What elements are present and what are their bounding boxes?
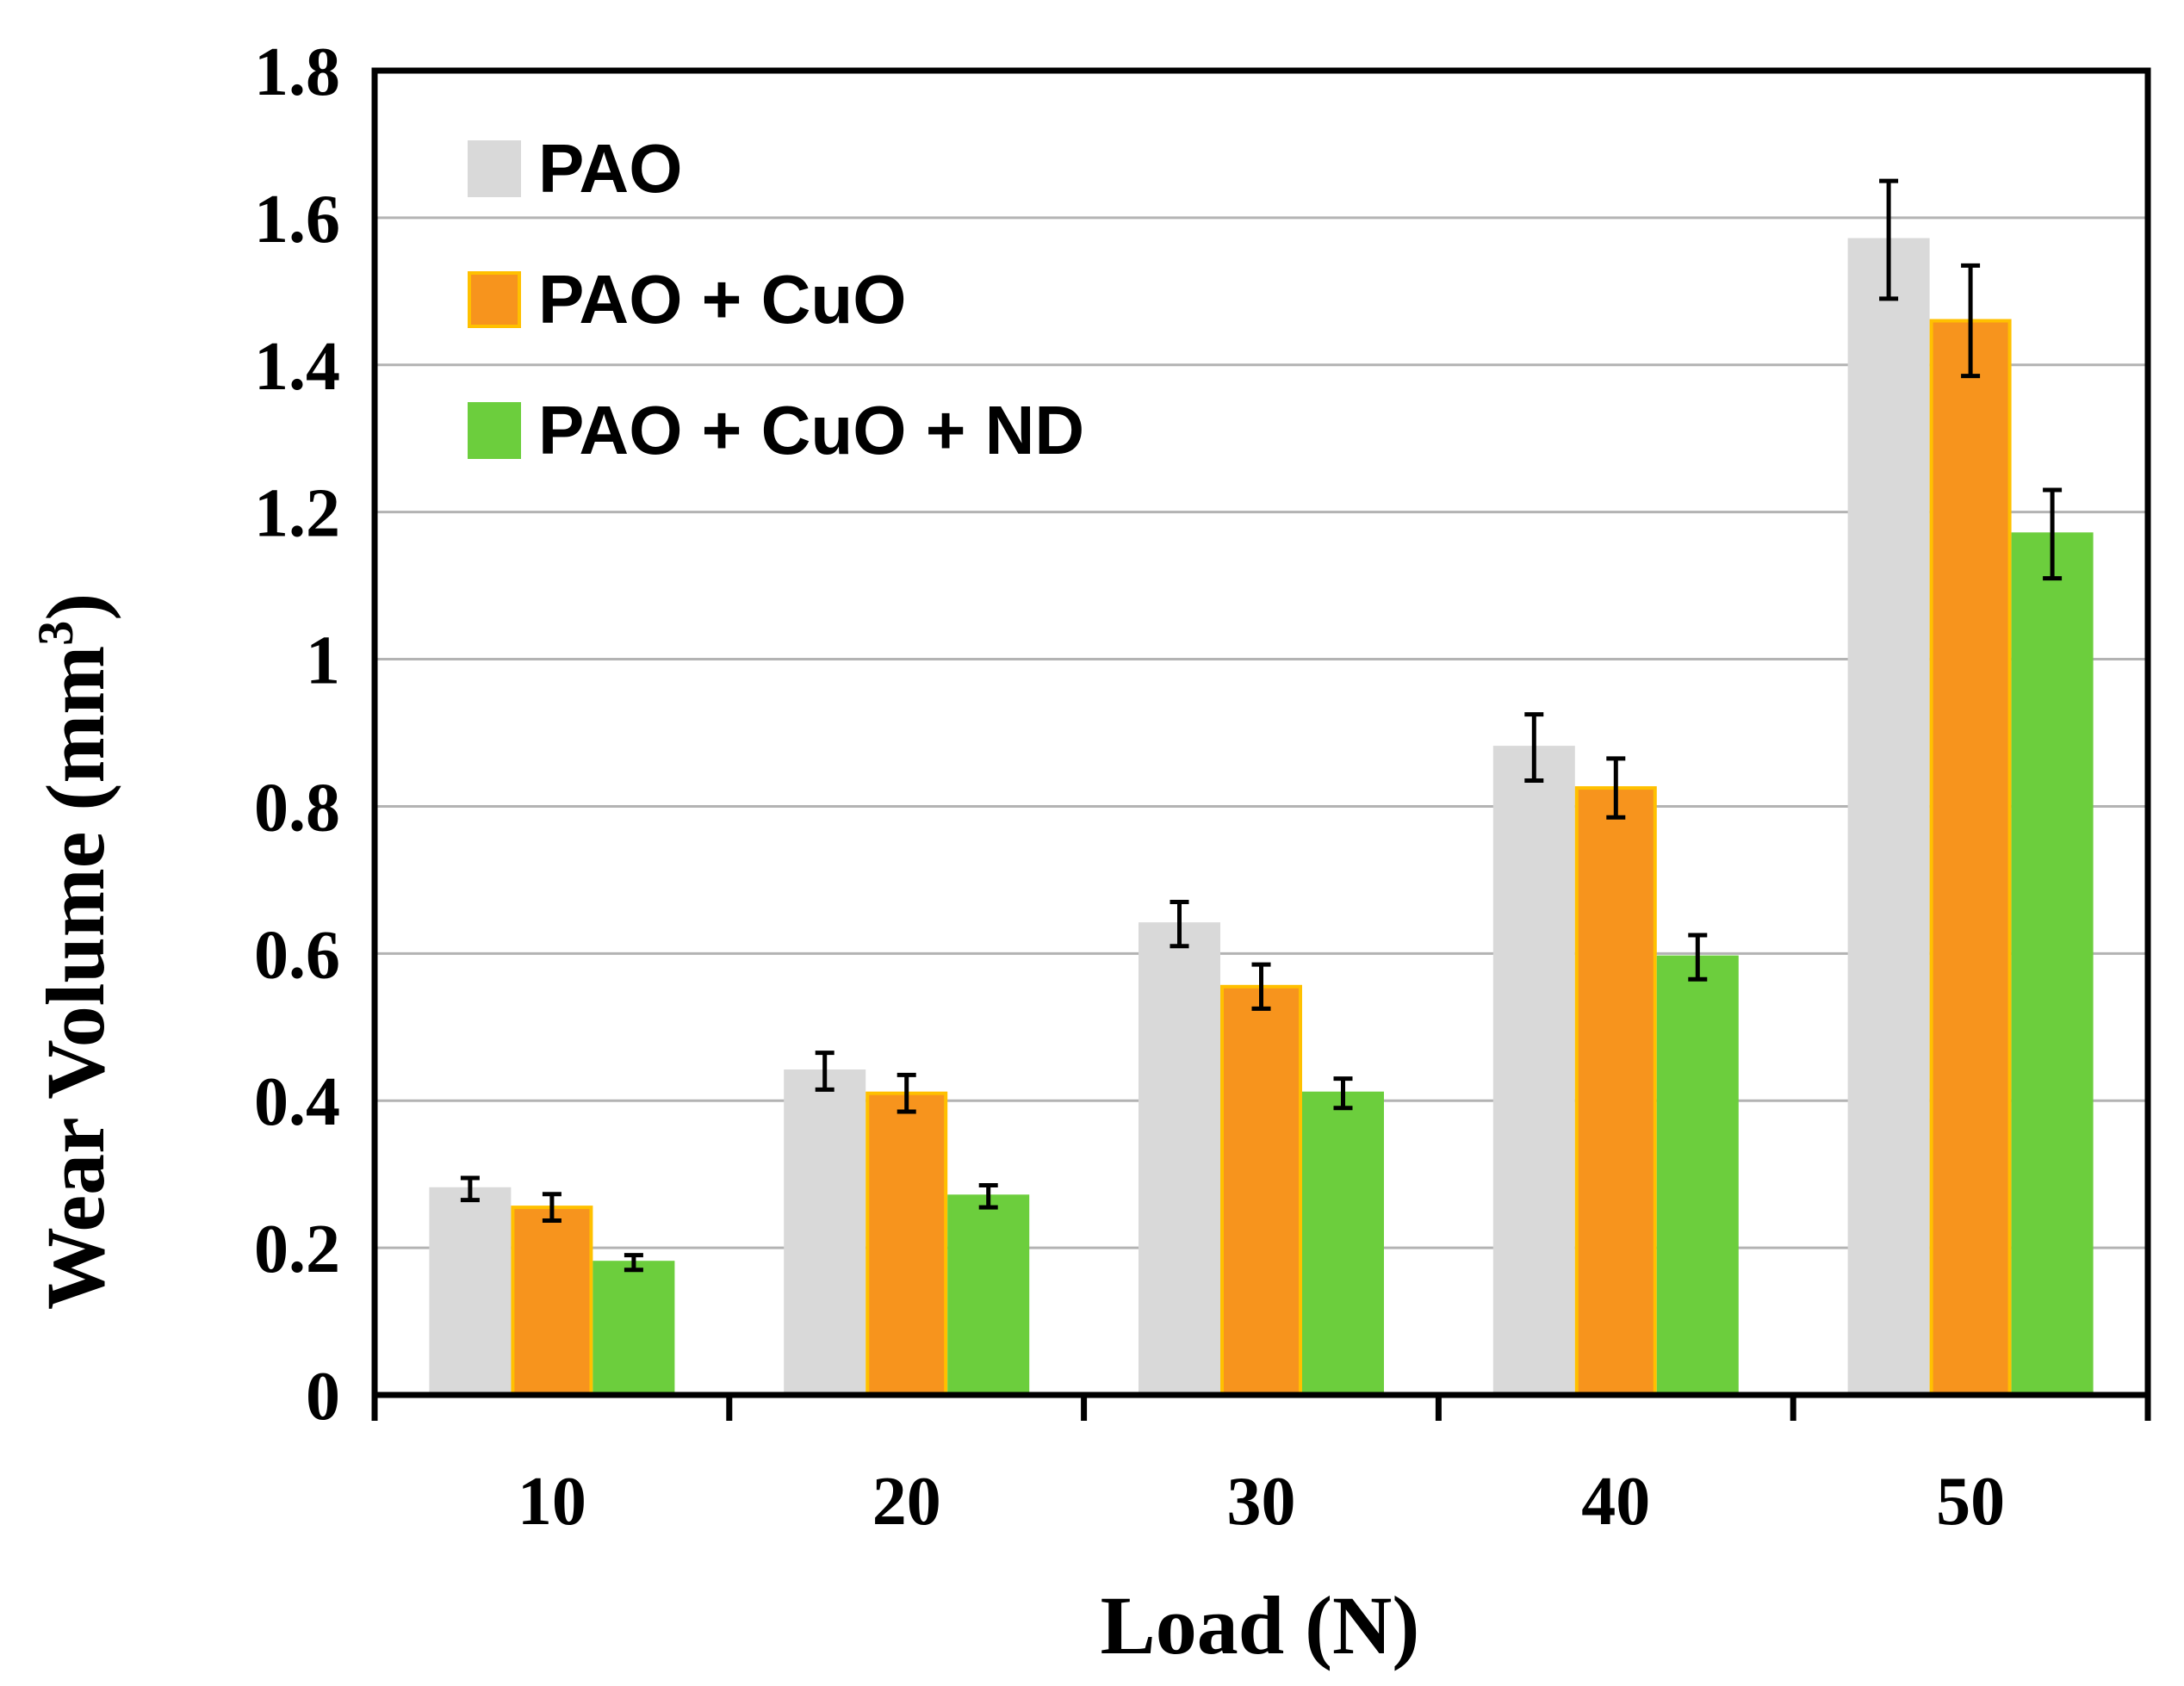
bar [866,1091,948,1397]
bar [784,1069,866,1397]
error-bars [460,178,2063,1273]
legend-label: PAO [538,130,682,207]
x-tick-labels: 10 20 30 40 50 [518,1464,2005,1540]
y-axis-title-superscript: 3 [28,621,84,646]
bar [593,1261,675,1397]
legend-swatch [468,271,521,328]
bar [1656,955,1739,1398]
bar [1220,984,1302,1397]
bar [947,1194,1030,1398]
bar [1929,319,2012,1397]
bar [1139,922,1220,1397]
y-tick-label: 0.6 [254,917,340,993]
y-tick-label: 1.2 [254,476,340,552]
y-tick-label: 0.2 [254,1212,340,1287]
y-tick-label: 1.6 [254,182,340,257]
y-tick-label: 0.8 [254,770,340,846]
plot-frame [371,67,2151,1398]
bars [429,238,2094,1398]
x-tick-label: 30 [1227,1464,1296,1540]
legend-swatch [468,140,521,197]
x-tick-label: 40 [1581,1464,1650,1540]
y-axis-title-close: ) [29,593,121,621]
y-tick-label: 1 [306,623,340,699]
y-axis-title: Wear Volume (mm3) [28,593,121,1310]
y-tick-label: 0.4 [254,1064,340,1140]
bar [1847,238,1930,1397]
axes [371,67,2151,1421]
bar [2011,532,2094,1397]
legend-swatch [468,402,521,459]
y-tick-label: 1.4 [254,329,340,405]
bar [511,1206,593,1398]
bar [429,1187,512,1398]
x-tick-label: 50 [1936,1464,2005,1540]
y-tick-label: 0 [306,1359,340,1435]
y-tick-label: 1.8 [254,34,340,110]
bar [1574,786,1657,1397]
bar [1302,1091,1384,1397]
x-tick-label: 10 [518,1464,586,1540]
x-axis-title: Load (N) [1101,1579,1420,1671]
y-axis-title-main: Wear Volume (mm [29,646,121,1311]
legend-label: PAO + CuO [538,261,906,338]
legend-label: PAO + CuO + ND [538,392,1084,468]
x-tick-label: 20 [872,1464,941,1540]
y-tick-labels: 0 0.2 0.4 0.6 0.8 1 1.2 1.4 1.6 1.8 [254,34,340,1435]
legend: PAO PAO + CuO PAO + CuO + ND [468,130,1084,468]
bar [1492,746,1575,1397]
